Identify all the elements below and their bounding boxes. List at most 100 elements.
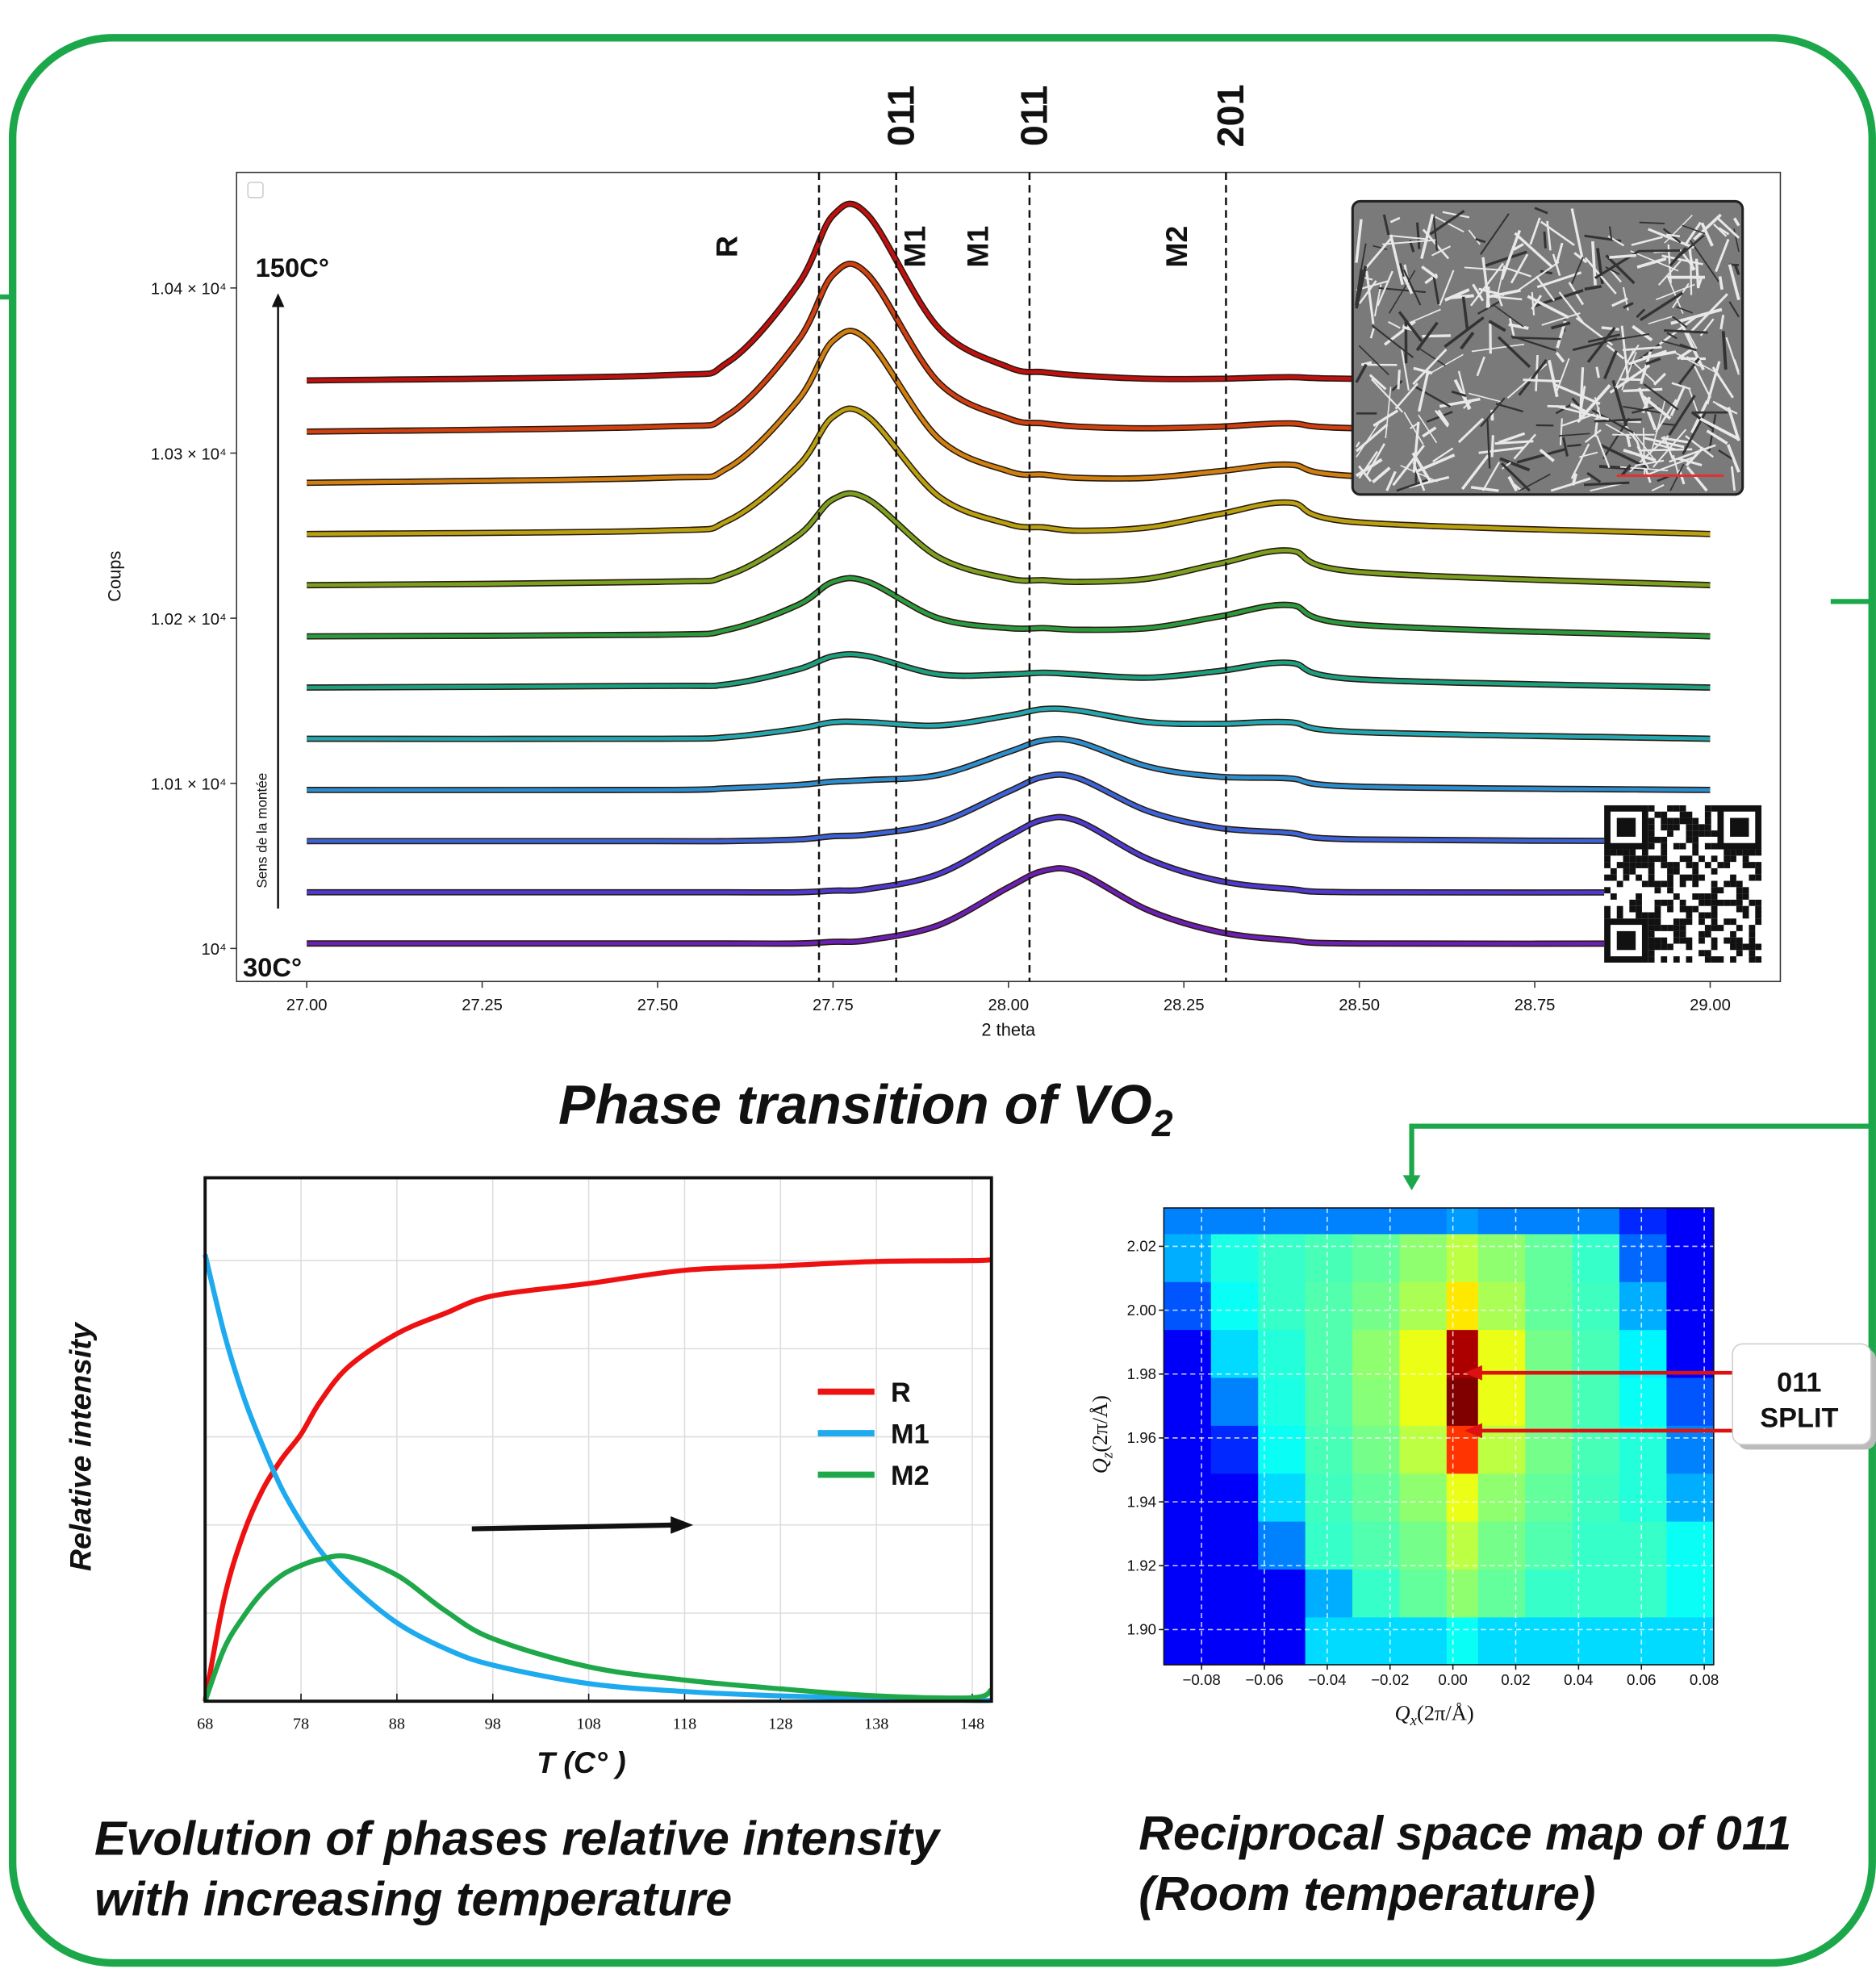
qr-cell (1686, 830, 1693, 837)
qr-cell (1623, 855, 1630, 863)
qr-cell (1648, 930, 1655, 938)
qr-cell (1667, 905, 1673, 913)
qr-cell (1623, 849, 1630, 856)
sem-texture (1623, 302, 1634, 309)
qr-cell (1679, 817, 1686, 825)
sem-texture (1413, 366, 1433, 374)
qr-cell (1704, 824, 1711, 831)
x-tick-label: 0.08 (1690, 1671, 1719, 1688)
qr-cell (1742, 887, 1749, 894)
qr-cell (1661, 824, 1668, 831)
qr-cell (1736, 849, 1743, 856)
caption: Evolution of phases relative intensity (94, 1811, 942, 1865)
sem-texture (1368, 374, 1387, 391)
qr-cell (1730, 930, 1736, 938)
curve (307, 576, 1711, 638)
qr-cell (1749, 862, 1756, 868)
heat-cell (1446, 1233, 1479, 1282)
heat-cell (1305, 1425, 1353, 1474)
heat-cell (1666, 1329, 1715, 1378)
sem-texture (1733, 263, 1740, 275)
sem-texture (1469, 392, 1503, 403)
qr-cell (1742, 862, 1749, 868)
qr-cell (1717, 956, 1724, 963)
sem-texture (1412, 348, 1448, 386)
sem-texture (1570, 443, 1590, 479)
heat-cell (1305, 1233, 1353, 1282)
callout-label: 011 (1777, 1368, 1821, 1398)
legend-label: R (891, 1377, 911, 1408)
qr-cell (1604, 905, 1611, 913)
sem-texture (1358, 243, 1367, 280)
sem-texture (1678, 457, 1703, 466)
heat-cell (1305, 1281, 1353, 1331)
x-axis-label: Qx(2π/Å) (1395, 1701, 1474, 1729)
sem-texture (1727, 407, 1740, 441)
sem-texture (1369, 328, 1375, 339)
qr-cell (1692, 817, 1699, 825)
heat-cell (1399, 1520, 1448, 1570)
sem-texture (1615, 349, 1634, 388)
x-tick-label: 27.00 (286, 997, 328, 1014)
sem-texture (1679, 321, 1705, 371)
sem-texture (1485, 286, 1490, 308)
qr-cell (1673, 925, 1680, 931)
label-unit: (2π/Å) (1088, 1395, 1112, 1453)
qr-cell (1636, 855, 1642, 863)
sem-texture (1669, 385, 1686, 416)
y-tick-label: 1.04 × 10⁴ (151, 281, 227, 299)
sem-texture (1584, 285, 1602, 291)
sem-texture (1403, 269, 1422, 306)
sem-texture (1360, 361, 1373, 366)
hkl-label: 011 (880, 86, 922, 146)
sem-texture (1620, 325, 1629, 379)
sem-texture (1603, 332, 1650, 343)
qr-cell (1704, 862, 1711, 868)
qr-cell (1648, 817, 1655, 825)
heat-cell (1210, 1425, 1259, 1474)
sem-texture (1531, 292, 1535, 316)
sem-texture (1569, 403, 1587, 413)
heat-cell (1446, 1377, 1479, 1426)
heat-cell (1666, 1520, 1715, 1570)
heat-cell (1210, 1207, 1259, 1235)
sem-texture (1355, 219, 1363, 263)
sem-texture (1686, 331, 1698, 349)
sem-texture (1398, 311, 1423, 342)
qr-cell (1629, 899, 1636, 906)
heat-cell (1525, 1281, 1573, 1331)
heat-cell (1572, 1207, 1620, 1235)
x-tick-label: 128 (768, 1715, 792, 1733)
sem-texture (1558, 291, 1585, 324)
qr-finder (1604, 918, 1648, 963)
sem-texture (1640, 448, 1693, 452)
sem-texture (1531, 295, 1543, 311)
connector-head (1402, 1175, 1421, 1191)
qr-cell (1654, 811, 1661, 818)
qr-cell (1661, 817, 1668, 825)
sem-texture (1718, 227, 1730, 236)
qr-cell (1698, 937, 1705, 944)
x-tick-label: −0.08 (1182, 1671, 1220, 1688)
sem-texture (1587, 333, 1621, 343)
sem-texture (1559, 418, 1563, 445)
sem-texture (1502, 462, 1511, 470)
sem-texture (1651, 484, 1665, 492)
qr-cell (1686, 905, 1693, 913)
sem-texture (1728, 301, 1740, 318)
heat-cell (1258, 1520, 1306, 1570)
qr-cell (1730, 880, 1736, 888)
qr-cell (1686, 862, 1693, 868)
qr-cell (1623, 867, 1630, 875)
sem-texture (1623, 387, 1663, 393)
sem-texture (1669, 444, 1716, 463)
sem-texture (1632, 324, 1653, 342)
sem-texture (1640, 291, 1684, 322)
sem-texture (1603, 349, 1618, 380)
qr-cell (1661, 862, 1668, 868)
sem-texture (1355, 265, 1368, 309)
qr-cell (1629, 867, 1636, 875)
x-tick-label: 108 (576, 1715, 600, 1733)
x-tick-label: 0.00 (1438, 1671, 1467, 1688)
qr-cell (1679, 855, 1686, 863)
